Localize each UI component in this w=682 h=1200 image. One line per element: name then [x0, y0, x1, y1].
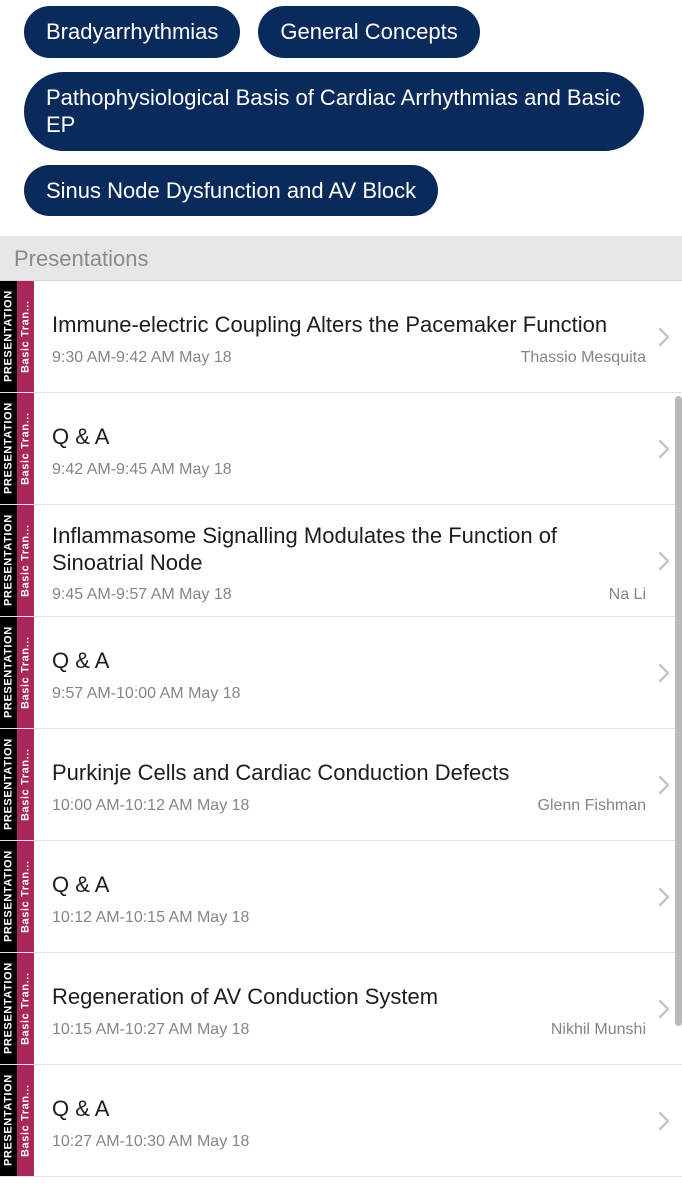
presentation-time: 10:00 AM-10:12 AM May 18 — [52, 797, 249, 815]
presentation-meta: 10:00 AM-10:12 AM May 18 Glenn Fishman — [52, 797, 646, 815]
stripe-category: Basic Tran... — [17, 841, 34, 952]
stripe-category: Basic Tran... — [17, 953, 34, 1064]
presentation-row[interactable]: PRESENTATION Basic Tran... Q & A 10:27 A… — [0, 1065, 682, 1177]
row-body: Immune-electric Coupling Alters the Pace… — [34, 281, 682, 392]
topic-pill[interactable]: Pathophysiological Basis of Cardiac Arrh… — [24, 72, 644, 151]
chevron-right-icon — [658, 999, 670, 1019]
presentation-title: Q & A — [52, 1096, 646, 1122]
presentation-time: 9:45 AM-9:57 AM May 18 — [52, 586, 232, 604]
presentation-presenter: Na Li — [609, 586, 646, 604]
presentation-title: Regeneration of AV Conduction System — [52, 984, 646, 1010]
chevron-right-icon — [658, 327, 670, 347]
stripe-presentation: PRESENTATION — [0, 953, 17, 1064]
presentation-title: Inflammasome Signalling Modulates the Fu… — [52, 523, 646, 576]
topic-pill[interactable]: General Concepts — [258, 6, 479, 58]
presentation-time: 10:15 AM-10:27 AM May 18 — [52, 1021, 249, 1039]
stripe-presentation: PRESENTATION — [0, 393, 17, 504]
presentation-row[interactable]: PRESENTATION Basic Tran... Inflammasome … — [0, 505, 682, 617]
row-body: Q & A 10:12 AM-10:15 AM May 18 — [34, 841, 682, 952]
topic-pill[interactable]: Sinus Node Dysfunction and AV Block — [24, 165, 438, 217]
presentation-presenter: Glenn Fishman — [538, 797, 647, 815]
presentation-title: Q & A — [52, 424, 646, 450]
stripe-category: Basic Tran... — [17, 281, 34, 392]
chevron-right-icon — [658, 1111, 670, 1131]
presentation-meta: 10:27 AM-10:30 AM May 18 — [52, 1133, 646, 1151]
presentation-time: 9:57 AM-10:00 AM May 18 — [52, 685, 241, 703]
stripe-category: Basic Tran... — [17, 617, 34, 728]
presentation-meta: 9:57 AM-10:00 AM May 18 — [52, 685, 646, 703]
row-body: Purkinje Cells and Cardiac Conduction De… — [34, 729, 682, 840]
presentation-meta: 10:15 AM-10:27 AM May 18 Nikhil Munshi — [52, 1021, 646, 1039]
presentation-row[interactable]: PRESENTATION Basic Tran... Purkinje Cell… — [0, 729, 682, 841]
presentation-title: Immune-electric Coupling Alters the Pace… — [52, 312, 646, 338]
stripe-presentation: PRESENTATION — [0, 505, 17, 616]
presentation-presenter: Nikhil Munshi — [551, 1021, 646, 1039]
row-body: Regeneration of AV Conduction System 10:… — [34, 953, 682, 1064]
chevron-right-icon — [658, 663, 670, 683]
stripe-presentation: PRESENTATION — [0, 617, 17, 728]
presentation-meta: 10:12 AM-10:15 AM May 18 — [52, 909, 646, 927]
topic-pill-container: Bradyarrhythmias General Concepts Pathop… — [0, 0, 682, 236]
chevron-right-icon — [658, 887, 670, 907]
presentation-presenter: Thassio Mesquita — [521, 349, 646, 367]
presentation-title: Purkinje Cells and Cardiac Conduction De… — [52, 760, 646, 786]
section-header-presentations: Presentations — [0, 236, 682, 281]
stripe-category: Basic Tran... — [17, 505, 34, 616]
stripe-category: Basic Tran... — [17, 729, 34, 840]
presentation-row[interactable]: PRESENTATION Basic Tran... Q & A 9:42 AM… — [0, 393, 682, 505]
presentation-meta: 9:30 AM-9:42 AM May 18 Thassio Mesquita — [52, 349, 646, 367]
presentation-time: 10:12 AM-10:15 AM May 18 — [52, 909, 249, 927]
stripe-presentation: PRESENTATION — [0, 281, 17, 392]
stripe-category: Basic Tran... — [17, 1065, 34, 1176]
row-body: Q & A 10:27 AM-10:30 AM May 18 — [34, 1065, 682, 1176]
presentation-time: 9:30 AM-9:42 AM May 18 — [52, 349, 232, 367]
presentation-row[interactable]: PRESENTATION Basic Tran... Q & A 10:12 A… — [0, 841, 682, 953]
presentation-list: PRESENTATION Basic Tran... Immune-electr… — [0, 281, 682, 1177]
stripe-presentation: PRESENTATION — [0, 1065, 17, 1176]
presentation-title: Q & A — [52, 872, 646, 898]
presentation-time: 10:27 AM-10:30 AM May 18 — [52, 1133, 249, 1151]
stripe-category: Basic Tran... — [17, 393, 34, 504]
presentation-row[interactable]: PRESENTATION Basic Tran... Q & A 9:57 AM… — [0, 617, 682, 729]
row-body: Inflammasome Signalling Modulates the Fu… — [34, 505, 682, 616]
chevron-right-icon — [658, 551, 670, 571]
row-body: Q & A 9:57 AM-10:00 AM May 18 — [34, 617, 682, 728]
presentation-meta: 9:45 AM-9:57 AM May 18 Na Li — [52, 586, 646, 604]
chevron-right-icon — [658, 439, 670, 459]
presentation-row[interactable]: PRESENTATION Basic Tran... Immune-electr… — [0, 281, 682, 393]
stripe-presentation: PRESENTATION — [0, 841, 17, 952]
presentation-meta: 9:42 AM-9:45 AM May 18 — [52, 461, 646, 479]
scrollbar-thumb[interactable] — [675, 396, 682, 1026]
presentation-row[interactable]: PRESENTATION Basic Tran... Regeneration … — [0, 953, 682, 1065]
topic-pill[interactable]: Bradyarrhythmias — [24, 6, 240, 58]
row-body: Q & A 9:42 AM-9:45 AM May 18 — [34, 393, 682, 504]
stripe-presentation: PRESENTATION — [0, 729, 17, 840]
presentation-time: 9:42 AM-9:45 AM May 18 — [52, 461, 232, 479]
chevron-right-icon — [658, 775, 670, 795]
presentation-title: Q & A — [52, 648, 646, 674]
